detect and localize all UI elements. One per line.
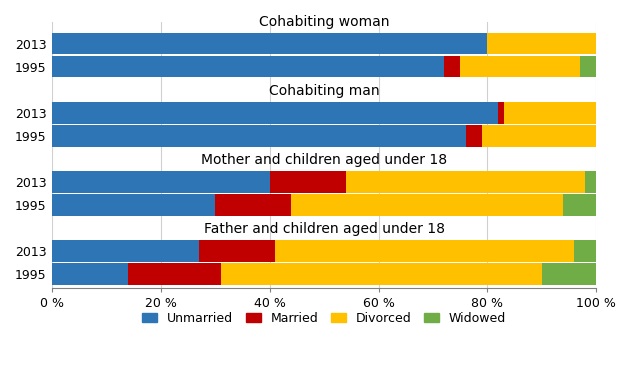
Bar [482,125,596,147]
Bar [128,263,221,285]
Bar [460,56,580,77]
Text: Father and children aged under 18: Father and children aged under 18 [204,222,445,236]
Bar [221,263,541,285]
Bar [52,171,269,192]
Bar [444,56,460,77]
Bar [563,194,596,216]
Bar [275,240,574,262]
Bar [52,125,466,147]
Bar [52,194,215,216]
Bar [292,194,563,216]
Text: Cohabiting woman: Cohabiting woman [259,15,389,29]
Bar [52,263,128,285]
Bar [585,171,596,192]
Bar [52,102,498,124]
Legend: Unmarried, Married, Divorced, Widowed: Unmarried, Married, Divorced, Widowed [137,307,511,330]
Bar [215,194,292,216]
Bar [487,33,596,54]
Bar [52,33,487,54]
Bar [52,56,444,77]
Bar [574,240,596,262]
Text: Mother and children aged under 18: Mother and children aged under 18 [201,153,447,167]
Bar [466,125,482,147]
Bar [52,240,199,262]
Bar [580,56,596,77]
Bar [199,240,275,262]
Bar [346,171,585,192]
Bar [498,102,504,124]
Bar [541,263,596,285]
Bar [269,171,346,192]
Bar [504,102,596,124]
Text: Cohabiting man: Cohabiting man [269,84,379,98]
